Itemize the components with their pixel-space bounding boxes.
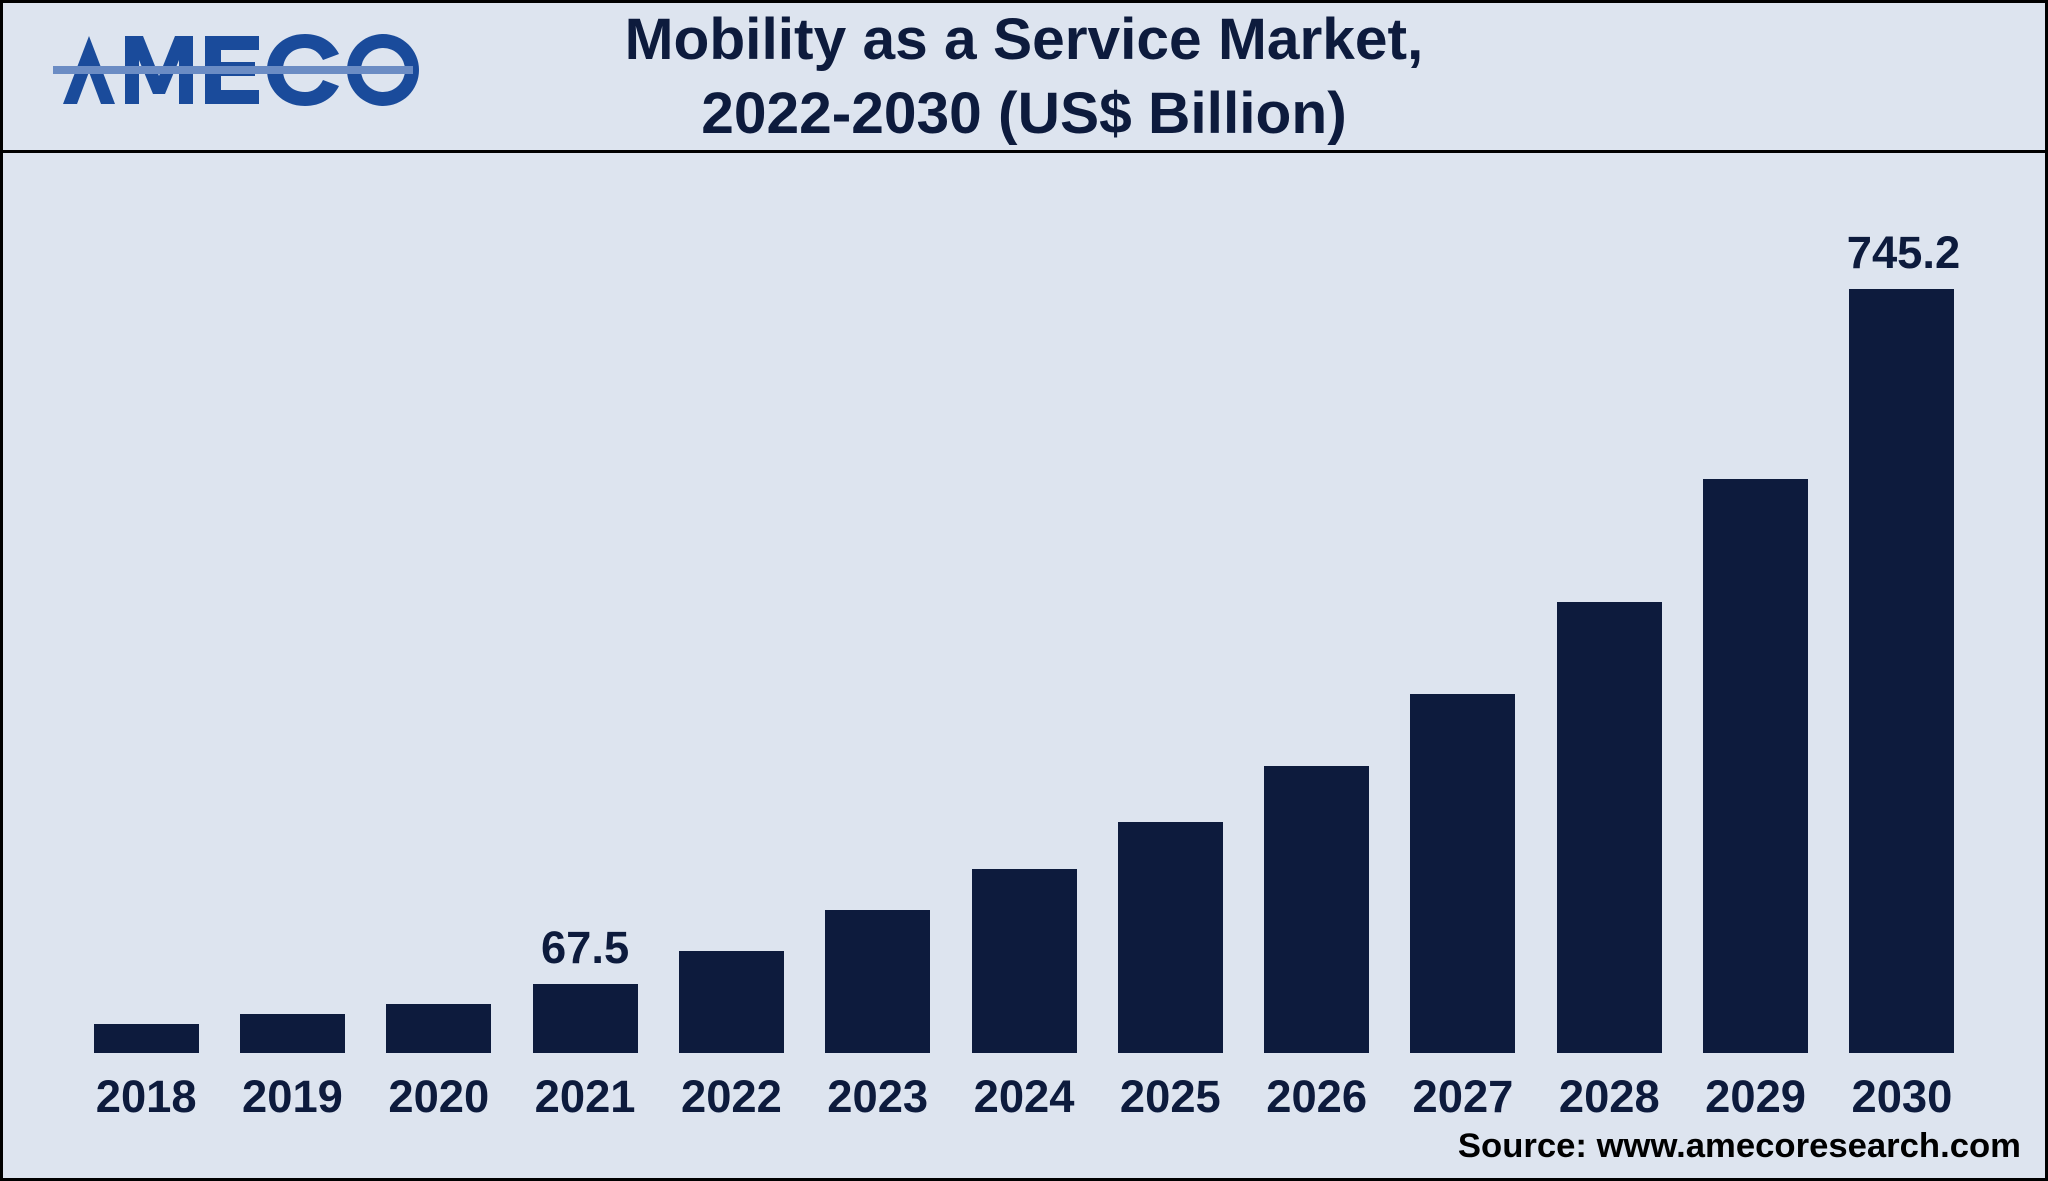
- bar: [386, 1004, 491, 1053]
- x-tick: 2020: [384, 1071, 494, 1123]
- bar-slot: [1115, 233, 1225, 1053]
- x-tick: 2029: [1700, 1071, 1810, 1123]
- bar: [1118, 822, 1223, 1053]
- bar-slot: [823, 233, 933, 1053]
- bar-slot: [237, 233, 347, 1053]
- plot: 67.5 745.2: [63, 233, 1985, 1053]
- chart-frame: Mobility as a Service Market, 2022-2030 …: [0, 0, 2048, 1181]
- bar: [679, 951, 784, 1054]
- bar-slot: [384, 233, 494, 1053]
- bar: [1703, 479, 1808, 1053]
- x-tick: 2028: [1554, 1071, 1664, 1123]
- x-axis: 2018 2019 2020 2021 2022 2023 2024 2025 2026 2027…: [63, 1053, 1985, 1123]
- x-tick: 2027: [1408, 1071, 1518, 1123]
- bar-slot: [1262, 233, 1372, 1053]
- bar-slot: 67.5: [530, 233, 640, 1053]
- bar: [825, 910, 930, 1054]
- bar: [240, 1014, 345, 1053]
- x-tick: 2021: [530, 1071, 640, 1123]
- bar-slot: [1554, 233, 1664, 1053]
- bar: [972, 869, 1077, 1054]
- x-tick: 2025: [1115, 1071, 1225, 1123]
- chart-area: 67.5745.2 201820192020202120222023202420…: [3, 153, 2045, 1178]
- bar-value-label: 67.5: [530, 922, 640, 974]
- bar: [1557, 602, 1662, 1053]
- bar-slot: [91, 233, 201, 1053]
- bar-slot: [1700, 233, 1810, 1053]
- bar: [533, 984, 638, 1053]
- x-tick: 2024: [969, 1071, 1079, 1123]
- x-tick: 2026: [1262, 1071, 1372, 1123]
- x-tick: 2023: [823, 1071, 933, 1123]
- header: Mobility as a Service Market, 2022-2030 …: [3, 3, 2045, 153]
- bar: [1849, 289, 1954, 1053]
- x-tick: 2030: [1847, 1071, 1957, 1123]
- bar-slot: [969, 233, 1079, 1053]
- bar: [1410, 694, 1515, 1053]
- x-tick: 2018: [91, 1071, 201, 1123]
- source-label: Source: www.amecoresearch.com: [1458, 1127, 2021, 1166]
- bar-group: 67.5 745.2: [63, 233, 1985, 1053]
- bar: [1264, 766, 1369, 1053]
- x-tick: 2022: [676, 1071, 786, 1123]
- brand-logo: [33, 24, 423, 129]
- bar-slot: [1408, 233, 1518, 1053]
- bar: [94, 1024, 199, 1053]
- x-tick: 2019: [237, 1071, 347, 1123]
- bar-value-label: 745.2: [1847, 227, 1957, 279]
- bar-slot: 745.2: [1847, 233, 1957, 1053]
- bar-slot: [676, 233, 786, 1053]
